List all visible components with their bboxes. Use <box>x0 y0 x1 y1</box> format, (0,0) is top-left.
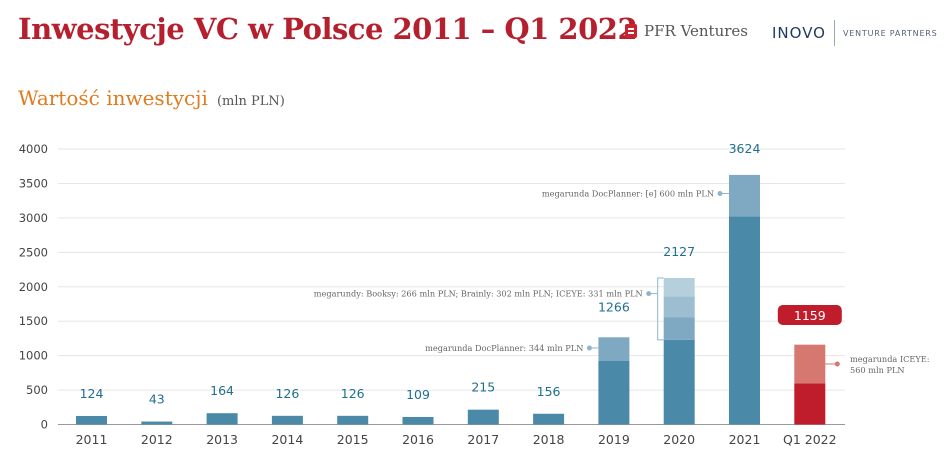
data-label: 164 <box>210 383 234 398</box>
bar-segment <box>729 174 760 217</box>
data-label: 3624 <box>729 141 761 156</box>
logo-divider <box>834 20 835 46</box>
annotation-text: megarunda DocPlanner: 344 mln PLN <box>425 343 583 353</box>
y-tick-label: 2500 <box>19 245 48 259</box>
data-label: 1159 <box>794 308 826 323</box>
annotation-dot <box>646 291 652 297</box>
annotation-dot <box>834 361 840 367</box>
bar <box>206 413 238 425</box>
annotation-text: megarunda ICEYE: <box>850 354 930 364</box>
bar-segment <box>598 360 630 425</box>
y-tick-label: 2000 <box>19 280 48 294</box>
x-tick-label: 2021 <box>729 432 761 447</box>
annotation-dot <box>586 345 592 351</box>
pfr-ventures-logo: PFR Ventures <box>625 22 748 40</box>
bar <box>76 415 107 425</box>
annotation-text: megarunda DocPlanner: [e] 600 mln PLN <box>542 188 714 198</box>
bar-segment <box>663 278 695 297</box>
y-tick-label: 3000 <box>19 211 48 225</box>
y-tick-label: 500 <box>26 383 48 397</box>
bar-segment <box>663 317 695 340</box>
x-tick-label: 2015 <box>337 432 369 447</box>
annotation-text: 560 mln PLN <box>850 365 905 375</box>
y-tick-label: 0 <box>41 418 48 432</box>
annotation-bracket <box>657 277 664 341</box>
pfr-ventures-name: PFR Ventures <box>644 22 748 40</box>
bar <box>337 415 369 425</box>
page-title: Inwestycje VC w Polsce 2011 – Q1 2022 <box>18 12 638 46</box>
data-label: 43 <box>149 392 165 407</box>
x-tick-label: 2012 <box>141 432 173 447</box>
bar-segment <box>663 296 695 318</box>
bar <box>467 409 499 425</box>
pfr-logo-icon <box>625 24 637 38</box>
data-label: 126 <box>275 386 299 401</box>
data-label: 2127 <box>663 244 695 259</box>
data-label: 126 <box>341 386 365 401</box>
chart-subtitle-main: Wartość inwestycji <box>18 86 208 110</box>
data-label: 109 <box>406 387 430 402</box>
inovo-logo: INOVO VENTURE PARTNERS <box>772 20 938 46</box>
bar-segment <box>663 339 695 425</box>
data-label: 156 <box>537 384 561 399</box>
x-tick-label: 2016 <box>402 432 434 447</box>
inovo-name: INOVO <box>772 24 826 42</box>
data-label: 1266 <box>598 299 630 314</box>
bar <box>402 416 434 425</box>
x-tick-label: 2019 <box>598 432 630 447</box>
y-tick-label: 3500 <box>19 176 48 190</box>
inovo-tagline: VENTURE PARTNERS <box>843 28 938 38</box>
y-tick-label: 4000 <box>19 142 48 156</box>
y-tick-label: 1500 <box>19 314 48 328</box>
bar-segment <box>794 344 826 384</box>
bar <box>533 413 565 425</box>
annotation-dot <box>717 190 723 196</box>
data-label: 124 <box>80 386 104 401</box>
annotation-text: megarundy: Booksy: 266 mln PLN; Brainly:… <box>314 289 643 299</box>
bar-segment <box>794 383 826 425</box>
x-tick-label: 2017 <box>467 432 499 447</box>
x-tick-label: 2020 <box>663 432 695 447</box>
chart-subtitle: Wartość inwestycji (mln PLN) <box>18 86 285 110</box>
x-tick-label: 2014 <box>271 432 303 447</box>
x-tick-label: Q1 2022 <box>783 432 837 447</box>
data-label: 215 <box>471 380 495 395</box>
value-badge <box>777 305 842 325</box>
chart-subtitle-unit: (mln PLN) <box>216 94 285 109</box>
x-tick-label: 2011 <box>76 432 108 447</box>
bar-segment <box>598 337 630 361</box>
x-tick-label: 2013 <box>206 432 238 447</box>
y-tick-label: 1000 <box>19 349 48 363</box>
x-tick-label: 2018 <box>533 432 565 447</box>
bar <box>271 415 303 425</box>
bar-segment <box>729 216 760 425</box>
bar <box>141 421 173 425</box>
